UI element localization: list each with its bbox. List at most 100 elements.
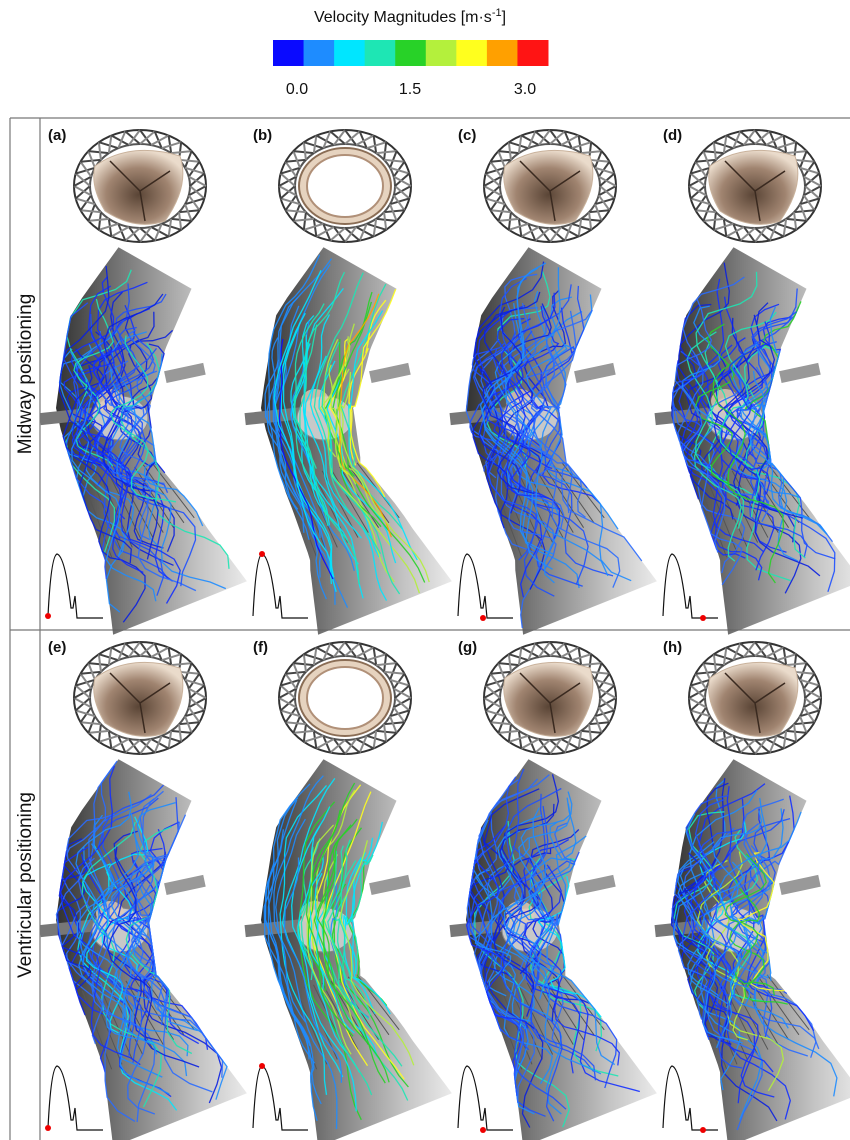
stent-strut [189, 697, 206, 712]
stent-strut [754, 226, 767, 243]
stent-strut [712, 142, 717, 160]
streamline [321, 341, 401, 595]
stent-strut [110, 646, 130, 658]
stent-strut [178, 724, 183, 742]
panel: (g) [449, 639, 657, 1140]
stent-strut [786, 729, 807, 734]
stent-strut [743, 641, 756, 658]
stent-strut [702, 715, 711, 734]
stent-strut [97, 142, 102, 160]
stent-strut [765, 646, 785, 658]
stent-strut [376, 150, 397, 155]
streamline [76, 843, 158, 1055]
stent-strut [594, 203, 603, 222]
stent-strut [74, 684, 91, 699]
stent-strut [804, 684, 821, 699]
stent-strut [167, 218, 173, 237]
ecg-trace [47, 553, 103, 619]
stent-strut [732, 223, 742, 241]
streamline [322, 824, 386, 1084]
stent-strut [782, 218, 788, 237]
stent-strut [484, 185, 501, 200]
streamline [681, 305, 721, 471]
ecg-trace [662, 1065, 718, 1131]
stent-strut [188, 687, 207, 699]
stent-strut [79, 194, 93, 211]
streamline [328, 338, 349, 475]
branch [369, 362, 411, 383]
stent-strut [376, 729, 397, 734]
stent-strut [571, 141, 592, 150]
stent-strut [87, 203, 96, 222]
stent-strut [124, 739, 141, 754]
colorbar-swatch [273, 40, 305, 66]
stent-strut [393, 185, 412, 197]
stent-strut [740, 980, 779, 1045]
stent-strut [344, 227, 361, 242]
streamline [465, 859, 529, 1029]
stent-strut [489, 706, 503, 723]
stent-strut [534, 642, 551, 657]
ecg-marker [700, 1127, 706, 1133]
streamline [264, 799, 311, 1047]
stent-strut [285, 158, 307, 163]
streamline [465, 338, 541, 629]
stent-strut [75, 678, 96, 687]
stent-strut [538, 226, 551, 243]
stent-strut [581, 729, 602, 734]
streamline [114, 329, 156, 463]
stent-strut [712, 654, 717, 672]
stent-strut [124, 227, 141, 242]
streamline [677, 841, 741, 1091]
stent-strut [776, 734, 797, 743]
stent-strut [688, 697, 707, 709]
stent-strut [315, 738, 335, 750]
stent-strut [356, 974, 400, 1031]
stent-strut [799, 678, 820, 687]
stent-strut [278, 185, 297, 197]
stent-strut [292, 662, 301, 681]
stent-strut [484, 172, 501, 187]
stent-strut [782, 135, 788, 154]
stent-strut [725, 646, 745, 658]
stent-strut [690, 678, 711, 687]
stent-strut [107, 647, 113, 666]
stent-strut [90, 988, 123, 1065]
streamline [103, 830, 160, 1042]
streamline [713, 317, 821, 577]
streamline [508, 803, 571, 1000]
stent-strut [312, 218, 318, 237]
streamline [104, 312, 153, 492]
stent-strut [732, 131, 742, 149]
stent-strut [538, 641, 551, 658]
stent-strut [776, 222, 797, 231]
stent-strut [134, 466, 175, 528]
stent-strut [99, 986, 133, 1060]
valve-coaptation [724, 672, 786, 734]
stent-strut [765, 226, 785, 238]
stent-strut [393, 175, 412, 187]
stent-strut [549, 738, 562, 755]
stent-strut [74, 172, 91, 187]
stent-strut [139, 739, 156, 754]
streamline [103, 834, 163, 1021]
streamline [347, 310, 418, 561]
stent-strut [594, 678, 615, 687]
branch [779, 362, 821, 383]
panel-label: (d) [663, 127, 682, 144]
stent-strut [383, 721, 405, 726]
stent-strut [344, 129, 357, 146]
streamline [349, 288, 397, 498]
colorbar-tick-label: 1.5 [399, 81, 421, 98]
streamline [533, 822, 576, 969]
stent-strut [793, 721, 815, 726]
colorbar-swatch [303, 40, 335, 66]
streamline [289, 320, 355, 571]
stent-strut [293, 217, 314, 222]
stent-strut [88, 217, 109, 222]
stent-strut [571, 734, 592, 743]
colorbar-swatch [517, 40, 549, 66]
streamline [520, 330, 614, 577]
stent-strut [333, 226, 346, 243]
stent-strut [79, 161, 93, 178]
